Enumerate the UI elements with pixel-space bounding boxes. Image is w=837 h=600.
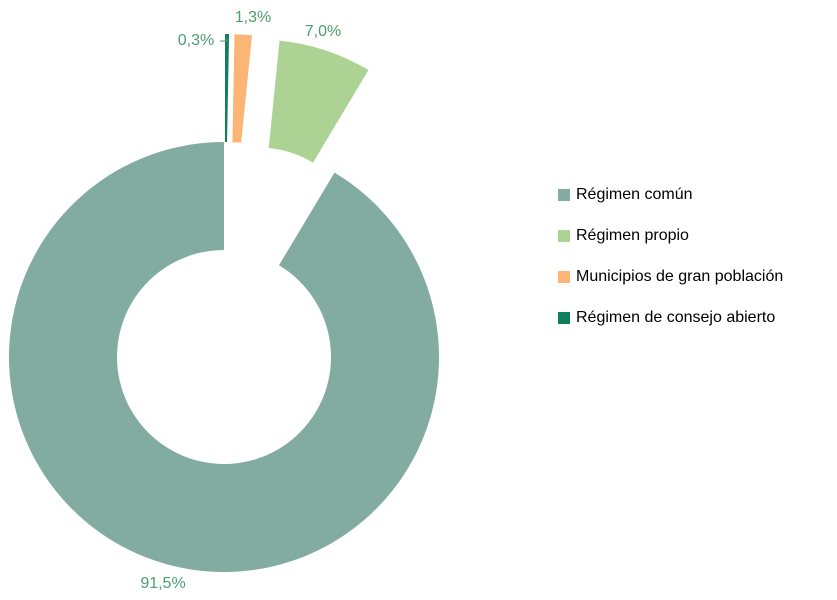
legend-swatch: [558, 312, 570, 324]
legend-label: Régimen común: [576, 186, 693, 203]
legend-label: Régimen de consejo abierto: [576, 309, 775, 326]
donut-slice: [8, 142, 439, 572]
value-label: 91,5%: [140, 575, 185, 592]
donut-slice: [268, 40, 369, 163]
leader-line: [220, 38, 228, 42]
donut-slice: [225, 34, 230, 143]
value-label: 1,3%: [235, 9, 271, 26]
legend-swatch: [558, 230, 570, 242]
legend-label: Régimen propio: [576, 227, 689, 244]
value-label: 7,0%: [305, 23, 341, 40]
donut-slice: [232, 34, 252, 143]
legend-swatch: [558, 189, 570, 201]
legend-swatch: [558, 271, 570, 283]
legend-label: Municipios de gran población: [576, 268, 783, 285]
value-label: 0,3%: [178, 32, 214, 49]
